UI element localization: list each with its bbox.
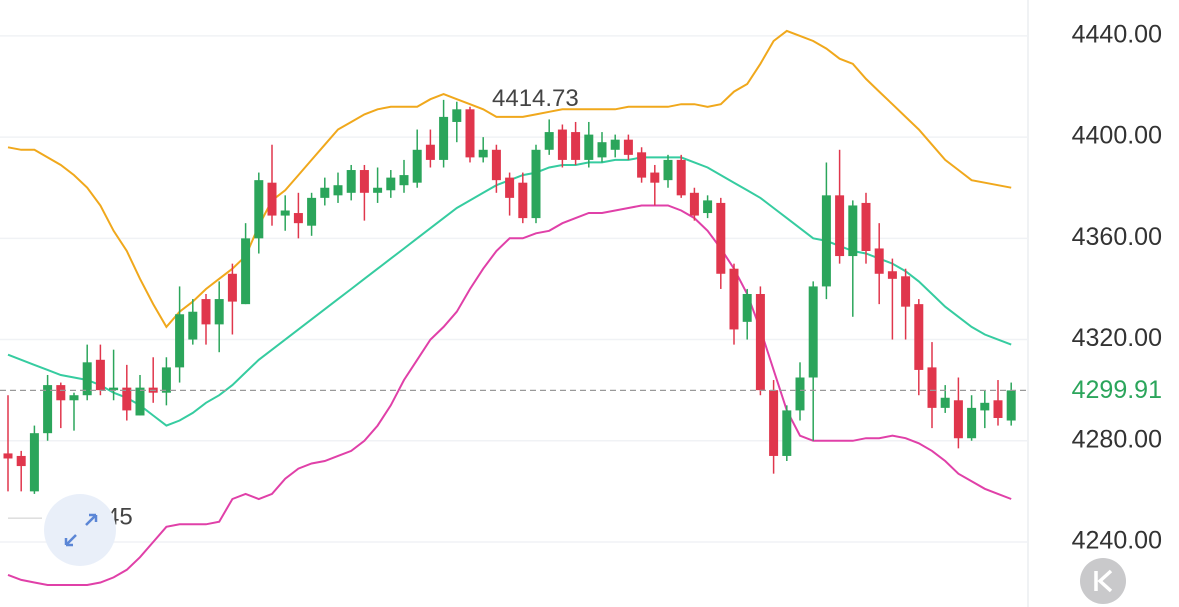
candle-body xyxy=(518,182,528,219)
candle-body xyxy=(755,294,765,391)
zoom-icon xyxy=(64,513,98,547)
candle-body xyxy=(821,195,831,287)
candle-body xyxy=(782,410,792,456)
candle-body xyxy=(82,362,92,396)
k-icon xyxy=(1094,569,1113,593)
candle-body xyxy=(293,213,303,224)
candle-body xyxy=(848,205,858,257)
candle-body xyxy=(940,397,950,408)
candle-body xyxy=(1006,390,1016,421)
candle-body xyxy=(835,195,845,257)
candle-body xyxy=(861,202,871,251)
candle-body xyxy=(716,202,726,274)
candle-body xyxy=(29,433,39,492)
current-price-label: 4299.91 xyxy=(1072,376,1162,404)
zoom-button[interactable] xyxy=(44,494,116,566)
candle-body xyxy=(980,402,990,411)
candle-body xyxy=(505,177,515,198)
candle-body xyxy=(320,187,330,198)
candle-body xyxy=(491,149,501,181)
k-button[interactable] xyxy=(1080,558,1126,604)
candle-body xyxy=(188,311,198,340)
candle-body xyxy=(95,359,105,391)
candles xyxy=(3,99,1016,494)
candle-body xyxy=(175,314,185,368)
y-tick-label: 4440.00 xyxy=(1072,21,1162,49)
candle-body xyxy=(650,172,660,183)
candle-body xyxy=(808,286,818,378)
candle-body xyxy=(465,109,475,158)
candle-body xyxy=(729,268,739,330)
candle-body xyxy=(663,159,673,181)
candle-body xyxy=(610,139,620,150)
grid xyxy=(0,35,1028,543)
candle-body xyxy=(452,109,462,122)
candle-body xyxy=(386,177,396,191)
candle-body xyxy=(69,395,79,401)
candle-body xyxy=(623,139,633,155)
y-tick-label: 4400.00 xyxy=(1072,122,1162,150)
candle-body xyxy=(557,129,567,160)
candle-body xyxy=(241,238,251,305)
y-tick-label: 4240.00 xyxy=(1072,527,1162,555)
candle-body xyxy=(359,170,369,193)
candle-body xyxy=(3,453,13,459)
candle-body xyxy=(967,407,977,439)
candle-body xyxy=(597,142,607,158)
candle-body xyxy=(214,299,224,325)
candle-body xyxy=(122,387,132,411)
candle-body xyxy=(993,400,1003,418)
candle-body xyxy=(531,149,541,219)
candle-body xyxy=(267,182,277,216)
candle-body xyxy=(346,170,356,193)
candle-body xyxy=(412,149,422,183)
candle-body xyxy=(16,455,26,467)
candle-body xyxy=(874,248,884,274)
candle-body xyxy=(769,390,779,456)
candle-body xyxy=(307,197,317,226)
candle-body xyxy=(109,387,119,391)
candle-body xyxy=(439,116,449,160)
candle-body xyxy=(927,367,937,408)
candle-body xyxy=(901,276,911,307)
high-annotation: 4414.73 xyxy=(492,85,579,112)
candle-body xyxy=(795,377,805,411)
candle-body xyxy=(953,400,963,439)
y-tick-label: 4280.00 xyxy=(1072,425,1162,453)
candle-body xyxy=(637,152,647,178)
candle-body xyxy=(161,367,171,393)
band-line xyxy=(7,204,1012,586)
candle-body xyxy=(399,175,409,186)
candle-body xyxy=(676,159,686,196)
candle-body xyxy=(425,144,435,160)
candle-body xyxy=(887,271,897,279)
candle-body xyxy=(689,192,699,216)
candle-body xyxy=(571,132,581,160)
candle-body xyxy=(333,185,343,196)
y-tick-label: 4360.00 xyxy=(1072,223,1162,251)
candle-body xyxy=(584,134,594,160)
candle-body xyxy=(201,299,211,325)
candle-body xyxy=(280,210,290,216)
candle-body xyxy=(43,385,53,434)
y-tick-label: 4320.00 xyxy=(1072,324,1162,352)
candle-body xyxy=(373,187,383,193)
candle-body xyxy=(742,294,752,322)
candle-body xyxy=(227,273,237,302)
candle-body xyxy=(135,387,145,416)
candle-body xyxy=(544,132,554,150)
candle-body xyxy=(56,385,66,401)
candle-body xyxy=(478,149,488,158)
candle-body xyxy=(914,304,924,370)
candle-body xyxy=(254,180,264,239)
candle-body xyxy=(703,200,713,214)
